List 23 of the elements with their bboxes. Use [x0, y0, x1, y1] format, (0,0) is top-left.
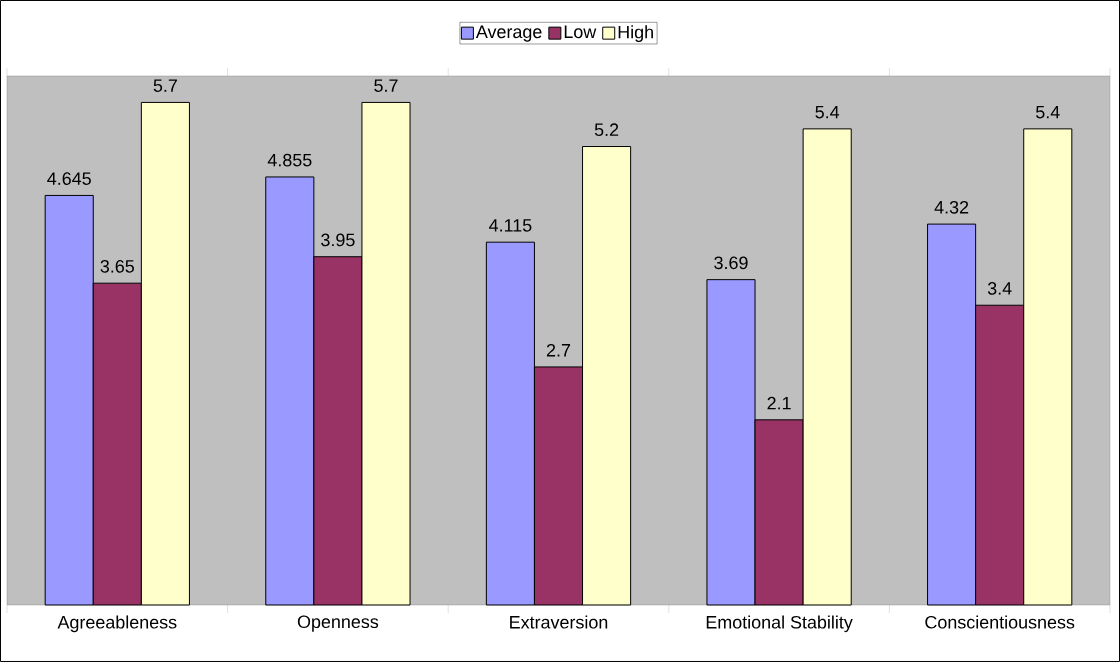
data-label: 4.855: [267, 153, 312, 167]
data-label: 3.95: [321, 233, 355, 247]
x-tick-label: Agreeableness: [57, 615, 177, 633]
x-tick-label: Openness: [297, 615, 379, 632]
data-label: 3.4: [987, 282, 1012, 295]
data-label: 5.7: [374, 79, 398, 92]
data-label: 4.115: [489, 219, 532, 232]
data-label: 2.1: [767, 396, 791, 410]
x-tick-label: Extraversion: [510, 615, 608, 629]
data-label: 5.2: [594, 123, 619, 137]
data-label: 5.4: [1036, 105, 1060, 119]
x-tick-label: Conscientiousness: [925, 615, 1075, 629]
data-label: 4.32: [934, 200, 969, 214]
data-label: 3.69: [714, 256, 748, 270]
legend-label: High: [618, 25, 653, 43]
data-label: 3.65: [100, 260, 134, 273]
data-label: 5.7: [153, 79, 177, 92]
data-label: 2.7: [546, 343, 571, 357]
data-label: 5.4: [815, 105, 840, 119]
legend-label: Low: [564, 25, 597, 39]
legend-label: Average: [475, 25, 542, 42]
data-label: 4.645: [47, 172, 91, 185]
x-tick-label: Emotional Stability: [706, 615, 853, 633]
